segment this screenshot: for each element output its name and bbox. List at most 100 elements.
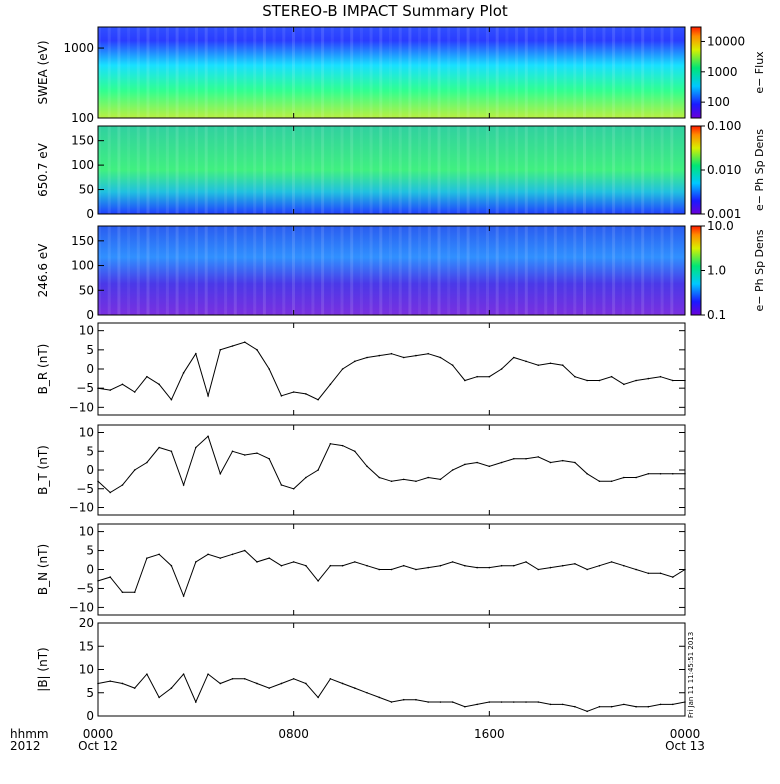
y-tick-label: 0 bbox=[86, 308, 94, 322]
spectrogram-texture bbox=[670, 126, 674, 214]
spectrogram-panel-1: 1000 100 SWEA (eV) 10000 1000 100 e− Flux bbox=[36, 26, 766, 125]
x-tick-date-label: Oct 12 bbox=[78, 739, 118, 753]
spectrogram-texture bbox=[253, 27, 257, 118]
spectrogram-texture bbox=[301, 126, 305, 214]
data-point bbox=[390, 352, 393, 355]
spectrogram-texture bbox=[563, 126, 567, 214]
spectrogram-texture bbox=[214, 226, 218, 315]
spectrogram-texture bbox=[136, 27, 140, 118]
data-point bbox=[207, 395, 209, 397]
data-point bbox=[512, 356, 515, 359]
spectrogram-texture bbox=[214, 27, 218, 118]
spectrogram-texture bbox=[631, 27, 635, 118]
spectrogram-texture bbox=[476, 126, 480, 214]
spectrogram-texture bbox=[592, 126, 596, 214]
data-point bbox=[305, 393, 307, 395]
spectrogram-texture bbox=[321, 126, 325, 214]
data-point bbox=[378, 476, 381, 479]
spectrogram-texture bbox=[437, 126, 441, 214]
data-point bbox=[561, 703, 564, 706]
data-point bbox=[256, 349, 258, 351]
data-point bbox=[671, 379, 674, 382]
spectrogram-texture bbox=[301, 27, 305, 118]
spectrogram-image bbox=[98, 126, 685, 214]
spectrogram-texture bbox=[544, 126, 548, 214]
spectrogram-texture bbox=[204, 226, 208, 315]
data-point bbox=[488, 566, 491, 569]
spectrogram-texture bbox=[505, 27, 509, 118]
data-point bbox=[329, 678, 332, 680]
data-point bbox=[512, 701, 515, 703]
data-point bbox=[684, 701, 686, 703]
data-point bbox=[231, 553, 234, 556]
spectrogram-texture bbox=[214, 126, 218, 214]
spectrogram-texture bbox=[660, 126, 664, 214]
data-point bbox=[402, 564, 405, 567]
y-tick-label: −10 bbox=[69, 400, 94, 414]
y-tick-label: 10 bbox=[79, 426, 94, 440]
data-point bbox=[415, 354, 417, 357]
spectrogram-texture bbox=[321, 226, 325, 315]
spectrogram-texture bbox=[650, 226, 654, 315]
data-point bbox=[684, 379, 686, 382]
colorbar-tick-label: 10.0 bbox=[707, 219, 734, 233]
spectrogram-texture bbox=[534, 126, 538, 214]
data-point bbox=[219, 557, 222, 559]
x-tick-label: 1600 bbox=[474, 727, 505, 741]
spectrogram-texture bbox=[534, 27, 538, 118]
spectrogram-texture bbox=[350, 27, 354, 118]
spectrogram-texture bbox=[156, 226, 160, 315]
spectrogram-texture bbox=[369, 226, 373, 315]
colorbar-label: e− Ph Sp Dens bbox=[753, 129, 766, 211]
spectrogram-texture bbox=[563, 226, 567, 315]
spectrogram-texture bbox=[156, 27, 160, 118]
spectrogram-texture bbox=[389, 226, 392, 315]
line-panel-4: 20 15 10 5 0 |B| (nT) bbox=[36, 616, 686, 723]
spectrogram-frame bbox=[97, 26, 686, 119]
spectrogram-texture bbox=[165, 226, 169, 315]
y-tick-label: 10 bbox=[79, 525, 94, 539]
data-point bbox=[354, 360, 356, 363]
spectrogram-texture bbox=[311, 27, 315, 118]
y-tick-label: 50 bbox=[79, 283, 94, 297]
spectrogram-texture bbox=[146, 126, 150, 214]
data-point bbox=[354, 450, 356, 453]
data-point bbox=[500, 564, 503, 567]
spectrogram-texture bbox=[398, 126, 402, 214]
data-point bbox=[280, 395, 283, 397]
data-point bbox=[268, 687, 271, 689]
data-point bbox=[268, 457, 271, 460]
spectrogram-texture bbox=[165, 27, 169, 118]
y-tick-label: 100 bbox=[71, 111, 94, 125]
data-point bbox=[97, 480, 99, 483]
data-point bbox=[549, 703, 552, 706]
spectrogram-texture bbox=[233, 27, 237, 118]
data-point bbox=[243, 549, 246, 552]
data-point bbox=[488, 465, 491, 468]
spectrogram-texture bbox=[272, 126, 276, 214]
data-point bbox=[207, 435, 209, 438]
data-point bbox=[243, 678, 246, 680]
spectrogram-texture bbox=[127, 126, 131, 214]
spectrogram-texture bbox=[427, 226, 431, 315]
data-point bbox=[354, 561, 356, 563]
data-point bbox=[158, 553, 160, 556]
plot-title: STEREO-B IMPACT Summary Plot bbox=[262, 2, 508, 20]
data-point bbox=[231, 678, 234, 680]
data-point bbox=[256, 682, 258, 685]
spectrogram-texture bbox=[379, 226, 383, 315]
data-point bbox=[635, 568, 637, 571]
data-point bbox=[305, 564, 307, 567]
y-tick-label: 0 bbox=[86, 709, 94, 723]
spectrogram-texture bbox=[476, 27, 480, 118]
data-point bbox=[549, 461, 552, 464]
spectrogram-texture bbox=[156, 126, 160, 214]
spectrogram-texture bbox=[330, 226, 334, 315]
y-tick-label: −10 bbox=[69, 600, 94, 614]
spectrogram-texture bbox=[563, 27, 567, 118]
spectrogram-texture bbox=[495, 27, 499, 118]
data-point bbox=[451, 364, 454, 366]
spectrogram-texture bbox=[117, 27, 121, 118]
spectrogram-texture bbox=[195, 27, 198, 118]
